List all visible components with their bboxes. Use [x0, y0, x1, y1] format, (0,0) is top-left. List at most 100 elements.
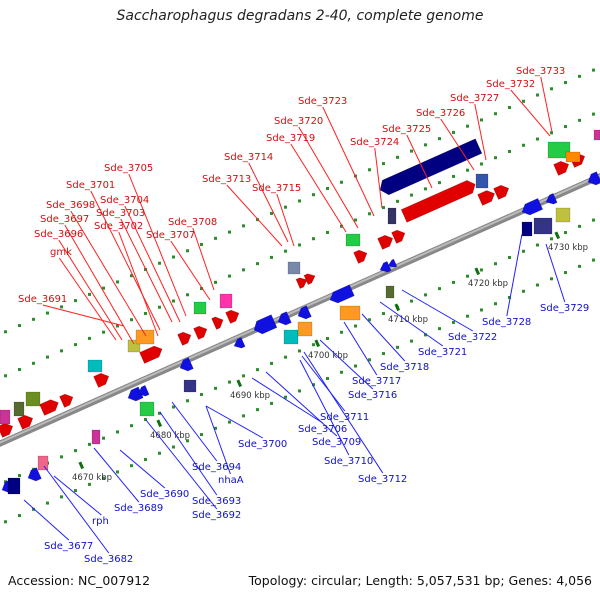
cog-box[interactable] [387, 207, 397, 225]
gene-label-upper[interactable]: Sde_3713 [202, 174, 251, 185]
gene-arrow[interactable] [26, 467, 42, 484]
gene-label-lower[interactable]: Sde_3711 [320, 412, 369, 423]
gene-label-lower[interactable]: Sde_3728 [482, 317, 531, 328]
gene-label-upper[interactable]: Sde_3727 [450, 93, 499, 104]
gene-arrow[interactable] [296, 305, 312, 322]
gene-arrow[interactable] [232, 337, 246, 350]
gene-arrow[interactable] [377, 138, 483, 198]
cog-box[interactable] [283, 329, 299, 345]
gene-arrow[interactable] [586, 171, 600, 188]
gene-arrow[interactable] [177, 330, 194, 346]
gene-label-upper[interactable]: Sde_3725 [382, 124, 431, 135]
gene-arrow[interactable] [139, 344, 165, 364]
gene-label-lower[interactable]: Sde_3690 [140, 489, 189, 500]
gene-label-upper[interactable]: Sde_3704 [100, 195, 149, 206]
cog-box[interactable] [555, 207, 571, 223]
gene-arrow[interactable] [353, 248, 370, 264]
gene-arrow[interactable] [193, 324, 210, 340]
cog-box[interactable] [183, 379, 197, 393]
gene-arrow[interactable] [93, 371, 112, 388]
gene-label-lower[interactable]: nhaA [218, 475, 244, 486]
gene-label-lower[interactable]: Sde_3689 [114, 503, 163, 514]
gene-label-upper[interactable]: Sde_3719 [266, 133, 315, 144]
cog-box[interactable] [7, 477, 21, 495]
gene-label-upper[interactable]: Sde_3705 [104, 163, 153, 174]
gene-arrow[interactable] [553, 159, 572, 176]
cog-box[interactable] [25, 391, 41, 407]
gene-arrow[interactable] [59, 392, 76, 408]
cog-box[interactable] [37, 455, 49, 471]
gene-label-upper[interactable]: Sde_3691 [18, 294, 67, 305]
gene-arrow[interactable] [178, 357, 194, 374]
gene-arrow[interactable] [251, 314, 278, 337]
gene-label-upper[interactable]: Sde_3733 [516, 66, 565, 77]
gene-label-upper[interactable]: Sde_3732 [486, 79, 535, 90]
cog-box[interactable] [533, 217, 553, 235]
gene-arrow[interactable] [295, 275, 309, 289]
gene-label-upper[interactable]: Sde_3703 [96, 208, 145, 219]
gene-arrow[interactable] [544, 193, 558, 206]
gene-arrow[interactable] [225, 308, 242, 324]
gene-label-upper[interactable]: Sde_3715 [252, 183, 301, 194]
gene-label-upper[interactable]: Sde_3714 [224, 152, 273, 163]
gene-arrow[interactable] [211, 314, 226, 330]
gene-label-lower[interactable]: Sde_3717 [352, 376, 401, 387]
gene-label-lower[interactable]: Sde_3692 [192, 510, 241, 521]
gene-arrow[interactable] [126, 386, 144, 404]
gene-arrow[interactable] [391, 228, 408, 244]
gene-label-lower[interactable]: rph [92, 516, 109, 527]
gene-label-lower[interactable]: Sde_3712 [358, 474, 407, 485]
gene-label-lower[interactable]: Sde_3722 [448, 332, 497, 343]
gene-arrow[interactable] [378, 261, 392, 274]
cog-box[interactable] [13, 401, 25, 417]
gene-arrow[interactable] [400, 178, 478, 223]
cog-box[interactable] [139, 401, 155, 417]
cog-box[interactable] [547, 141, 571, 159]
gene-label-lower[interactable]: Sde_3682 [84, 554, 133, 565]
cog-box[interactable] [345, 233, 361, 247]
gene-arrow[interactable] [39, 397, 61, 416]
gene-label-upper[interactable]: Sde_3702 [94, 221, 143, 232]
gene-label-lower[interactable]: Sde_3709 [312, 437, 361, 448]
gene-label-upper[interactable]: Sde_3720 [274, 116, 323, 127]
gene-arrow[interactable] [477, 188, 497, 206]
gene-label-lower[interactable]: Sde_3718 [380, 362, 429, 373]
gene-label-lower[interactable]: Sde_3693 [192, 496, 241, 507]
cog-box[interactable] [91, 429, 101, 445]
cog-box[interactable] [287, 261, 301, 275]
cog-box[interactable] [521, 221, 533, 237]
gene-label-upper[interactable]: Sde_3698 [46, 200, 95, 211]
gene-arrow[interactable] [377, 233, 396, 250]
gene-arrow[interactable] [520, 198, 544, 217]
gene-label-upper[interactable]: Sde_3724 [350, 137, 399, 148]
cog-box[interactable] [593, 129, 600, 141]
gene-label-lower[interactable]: Sde_3677 [44, 541, 93, 552]
gene-label-upper[interactable]: Sde_3701 [66, 180, 115, 191]
cog-box[interactable] [193, 301, 207, 315]
gene-label-upper[interactable]: Sde_3726 [416, 108, 465, 119]
cog-box[interactable] [135, 329, 155, 345]
gene-label-lower[interactable]: Sde_3729 [540, 303, 589, 314]
gene-label-lower[interactable]: Sde_3716 [348, 390, 397, 401]
gene-label-upper[interactable]: gmk [50, 247, 72, 258]
gene-label-lower[interactable]: Sde_3706 [298, 424, 347, 435]
gene-arrow[interactable] [328, 284, 355, 306]
gene-label-upper[interactable]: Sde_3697 [40, 214, 89, 225]
cog-box[interactable] [87, 359, 103, 373]
gene-label-upper[interactable]: Sde_3723 [298, 96, 347, 107]
gene-arrow[interactable] [276, 311, 292, 328]
gene-label-lower[interactable]: Sde_3721 [418, 347, 467, 358]
gene-label-lower[interactable]: Sde_3694 [192, 462, 241, 473]
gene-label-upper[interactable]: Sde_3696 [34, 229, 83, 240]
gene-arrow[interactable] [493, 183, 512, 200]
cog-box[interactable] [565, 151, 581, 163]
cog-box[interactable] [0, 409, 11, 425]
gene-arrow[interactable] [136, 385, 150, 398]
gene-label-upper[interactable]: Sde_3708 [168, 217, 217, 228]
cog-box[interactable] [339, 305, 361, 321]
gene-label-lower[interactable]: Sde_3710 [324, 456, 373, 467]
cog-box[interactable] [297, 321, 313, 337]
cog-box[interactable] [475, 173, 489, 189]
gene-label-upper[interactable]: Sde_3707 [146, 230, 195, 241]
cog-box[interactable] [219, 293, 233, 309]
